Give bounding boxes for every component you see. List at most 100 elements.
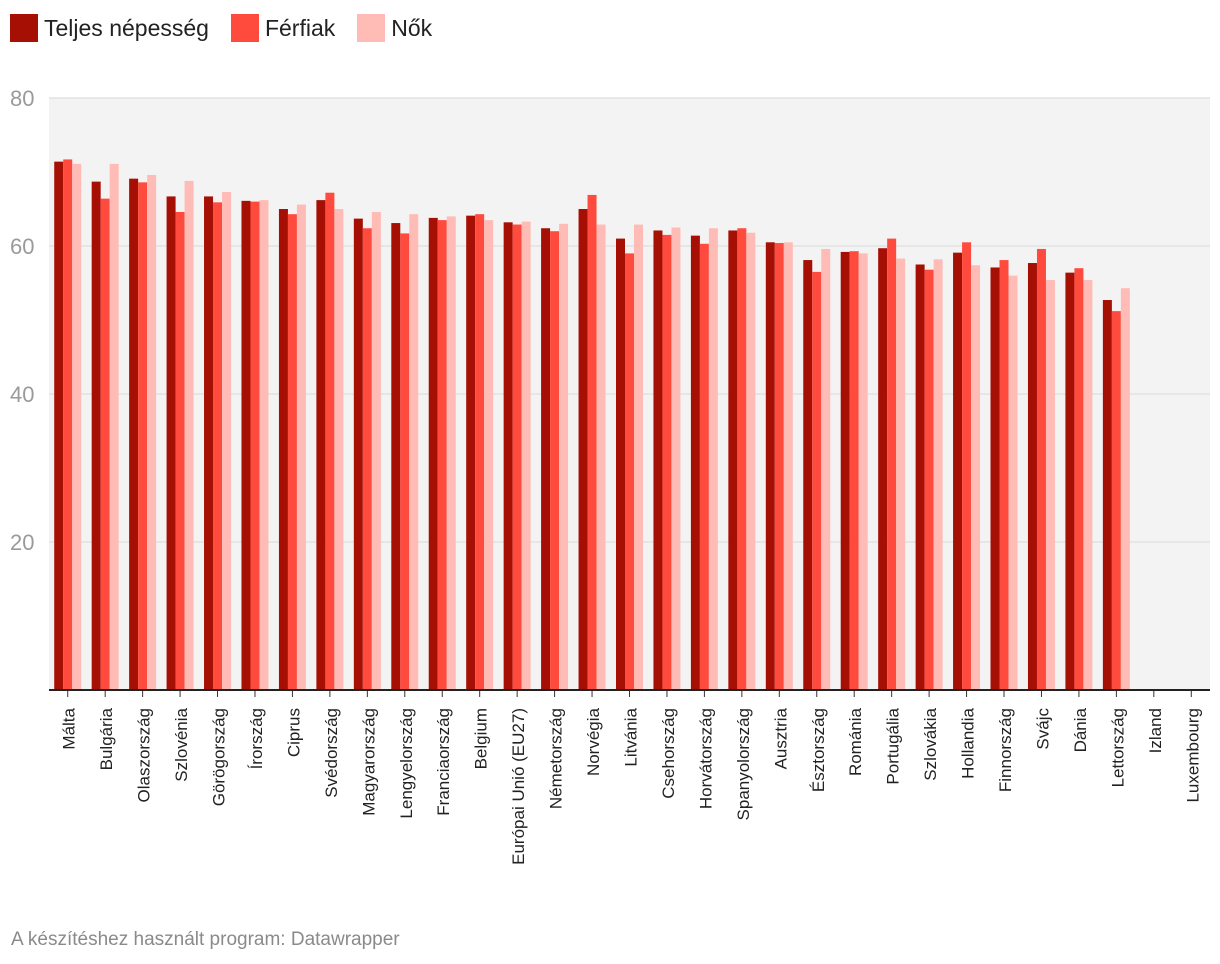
y-tick-label: 60 — [10, 234, 34, 259]
bar — [259, 200, 269, 690]
bar — [129, 178, 139, 690]
bar — [728, 230, 738, 690]
bar — [54, 161, 64, 690]
bar — [699, 243, 709, 690]
bar — [999, 260, 1009, 690]
x-tick-label: Lengyelország — [397, 708, 416, 819]
bar — [184, 180, 194, 690]
y-tick-label: 80 — [10, 86, 34, 111]
x-tick-label: Olaszország — [135, 708, 154, 802]
x-tick-label: Szlovákia — [921, 707, 940, 780]
legend-item-2: Nők — [357, 14, 432, 42]
legend-label: Teljes népesség — [44, 14, 209, 41]
x-tick-label: Finnország — [996, 708, 1015, 792]
bar — [653, 230, 663, 690]
bar — [803, 260, 813, 690]
bar — [708, 228, 718, 691]
bar — [63, 159, 73, 691]
bar — [371, 211, 381, 690]
bar — [821, 248, 831, 690]
x-tick-label: Málta — [60, 707, 79, 749]
x-tick-label: Görögország — [210, 708, 229, 806]
bar — [296, 204, 306, 690]
bar — [334, 209, 344, 690]
bar — [204, 196, 214, 691]
bar — [109, 163, 119, 691]
bar — [971, 265, 981, 690]
bar — [1027, 263, 1037, 690]
bar — [409, 214, 419, 690]
chart-credit: A készítéshez használt program: Datawrap… — [11, 929, 400, 950]
bar — [541, 228, 551, 691]
bar — [166, 196, 176, 691]
x-tick-label: Csehország — [659, 708, 678, 799]
bar — [765, 242, 775, 691]
x-tick-label: Európai Unió (EU27) — [509, 708, 528, 865]
bar — [878, 248, 888, 690]
bar — [933, 259, 943, 690]
x-tick-label: Norvégia — [584, 707, 603, 776]
x-tick-label: Bulgária — [97, 707, 116, 770]
bar — [690, 235, 700, 690]
bar — [774, 243, 784, 691]
bar — [990, 267, 1000, 690]
bar — [475, 214, 485, 690]
bar — [353, 218, 363, 690]
bar — [1074, 268, 1084, 690]
bar — [783, 242, 793, 691]
legend-label: Férfiak — [264, 14, 336, 41]
bar — [138, 182, 148, 691]
bar — [316, 200, 326, 690]
y-tick-label: 20 — [10, 530, 34, 555]
bar — [887, 238, 897, 690]
bar — [924, 269, 934, 690]
x-tick-label: Svájc — [1033, 708, 1052, 750]
bar — [550, 231, 560, 690]
bar — [1045, 280, 1055, 690]
bar — [812, 271, 822, 690]
bar — [175, 211, 185, 690]
legend-swatch — [357, 14, 386, 42]
bar — [362, 228, 372, 691]
bar — [953, 252, 963, 690]
bar — [616, 238, 625, 690]
legend-item-1: Férfiak — [230, 14, 336, 42]
bar — [100, 198, 110, 690]
bar — [278, 209, 288, 690]
bar — [91, 181, 101, 690]
bar — [1065, 272, 1075, 690]
bar — [1036, 248, 1046, 690]
bar — [1111, 311, 1121, 690]
x-tick-label: Románia — [846, 707, 865, 776]
bar — [1102, 300, 1112, 690]
legend-label: Nők — [391, 14, 433, 41]
x-tick-label: Franciaország — [434, 708, 453, 816]
bar — [1120, 288, 1130, 690]
bar — [400, 233, 410, 691]
bar — [559, 223, 569, 691]
x-tick-label: Izland — [1146, 708, 1165, 753]
bar — [512, 224, 522, 691]
bar — [896, 258, 906, 690]
x-tick-label: Dánia — [1071, 707, 1090, 752]
bar — [521, 221, 531, 690]
bar — [858, 253, 868, 690]
bar — [287, 214, 297, 690]
x-tick-label: Svédország — [322, 708, 341, 798]
bar — [1083, 280, 1093, 690]
bar — [634, 224, 643, 691]
x-tick-label: Lettország — [1108, 708, 1127, 787]
y-tick-label: 40 — [10, 382, 34, 407]
bar — [596, 224, 606, 691]
bar — [849, 251, 859, 690]
bar — [503, 222, 513, 690]
x-tick-label: Ausztria — [771, 707, 790, 769]
bar — [484, 220, 494, 690]
x-tick-label: Magyarország — [359, 708, 378, 816]
x-tick-label: Litvánia — [622, 707, 641, 766]
bar — [1008, 275, 1018, 690]
x-tick-label: Belgium — [472, 708, 491, 769]
x-tick-label: Szlovénia — [172, 707, 191, 781]
bar — [222, 191, 232, 691]
legend-item-0: Teljes népesség — [10, 14, 209, 42]
